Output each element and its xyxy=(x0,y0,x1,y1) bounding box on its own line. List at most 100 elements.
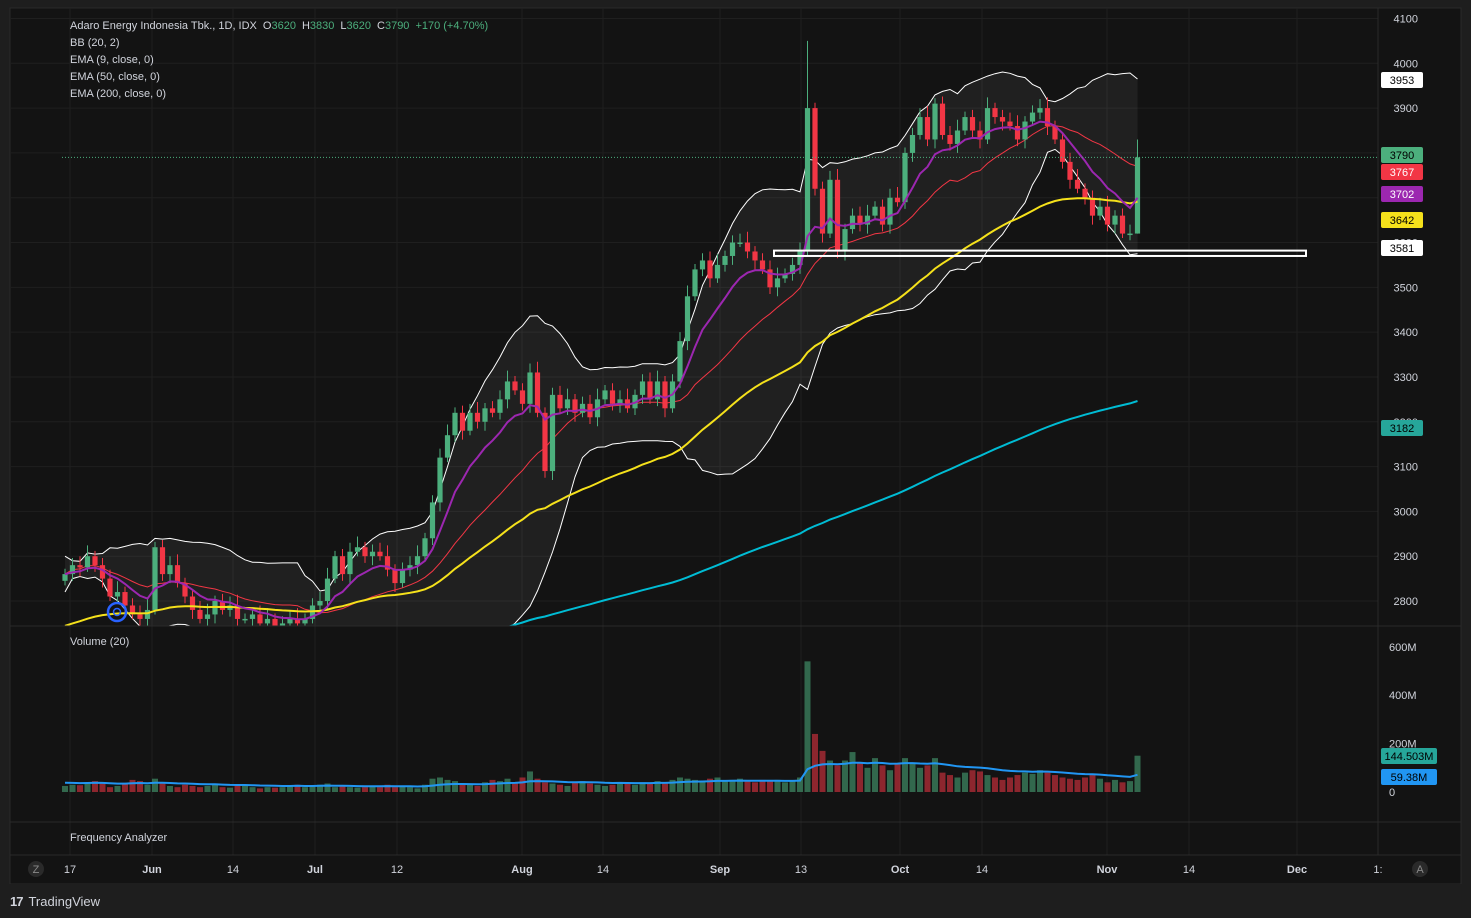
volume-bar[interactable] xyxy=(167,785,173,792)
candle[interactable] xyxy=(804,40,811,256)
candle[interactable] xyxy=(579,396,586,418)
volume-bar[interactable] xyxy=(159,782,166,792)
volume-bar[interactable] xyxy=(1104,782,1111,792)
volume-bar[interactable] xyxy=(212,784,218,792)
candle[interactable] xyxy=(332,550,338,584)
candle[interactable] xyxy=(864,204,871,234)
candle[interactable] xyxy=(159,540,166,581)
candle[interactable] xyxy=(737,233,743,248)
candle[interactable] xyxy=(197,601,203,624)
candle[interactable] xyxy=(602,385,608,404)
volume-bar[interactable] xyxy=(114,785,121,792)
candle[interactable] xyxy=(302,613,308,633)
volume-bar[interactable] xyxy=(549,783,556,792)
candle[interactable] xyxy=(414,545,421,575)
volume-bar[interactable] xyxy=(279,787,286,792)
candle[interactable] xyxy=(677,332,683,389)
candle[interactable] xyxy=(789,257,796,281)
candle[interactable] xyxy=(234,594,241,628)
tradingview-brand[interactable]: 17 TradingView xyxy=(10,894,100,909)
volume-bar[interactable] xyxy=(242,784,248,792)
volume-bar[interactable] xyxy=(1007,777,1013,792)
legend-ema50[interactable]: EMA (50, close, 0) xyxy=(70,71,160,83)
candle[interactable] xyxy=(1052,120,1058,144)
volume-bar[interactable] xyxy=(504,778,511,792)
volume-bar[interactable] xyxy=(467,784,473,792)
candle[interactable] xyxy=(189,589,196,619)
candle[interactable] xyxy=(1037,99,1043,120)
volume-bar[interactable] xyxy=(197,787,203,792)
candle[interactable] xyxy=(152,541,158,615)
volume-bar[interactable] xyxy=(609,784,616,792)
volume-bar[interactable] xyxy=(362,787,368,792)
candle[interactable] xyxy=(722,250,728,272)
candle[interactable] xyxy=(167,556,173,584)
candle[interactable] xyxy=(1119,208,1126,239)
zoom-reset-button[interactable] xyxy=(28,861,44,877)
volume-bar[interactable] xyxy=(797,777,803,792)
candle[interactable] xyxy=(954,119,961,153)
volume-bar[interactable] xyxy=(309,785,316,792)
volume-bar[interactable] xyxy=(834,765,841,792)
candle[interactable] xyxy=(1044,97,1051,135)
candle[interactable] xyxy=(1074,169,1081,194)
candle[interactable] xyxy=(429,495,436,545)
candle[interactable] xyxy=(1127,224,1133,241)
candle[interactable] xyxy=(257,605,263,632)
volume-bar[interactable] xyxy=(519,777,526,792)
volume-bar[interactable] xyxy=(324,783,331,792)
volume-bar[interactable] xyxy=(1082,777,1088,792)
candle[interactable] xyxy=(437,448,443,512)
volume-bar[interactable] xyxy=(654,781,661,792)
volume-bar[interactable] xyxy=(204,785,211,792)
candle[interactable] xyxy=(219,593,226,615)
volume-bar[interactable] xyxy=(107,787,113,792)
volume-bar[interactable] xyxy=(939,772,946,792)
volume-bar[interactable] xyxy=(452,781,458,792)
volume-bar[interactable] xyxy=(1119,782,1126,792)
candle[interactable] xyxy=(774,267,781,297)
volume-bar[interactable] xyxy=(1074,779,1081,792)
candle[interactable] xyxy=(482,402,488,431)
volume-bar[interactable] xyxy=(62,785,68,792)
volume-bars[interactable] xyxy=(62,661,1141,792)
frequency-analyzer-title[interactable]: Frequency Analyzer xyxy=(70,832,168,844)
candle[interactable] xyxy=(377,542,383,561)
volume-bar[interactable] xyxy=(684,778,691,792)
volume-bar[interactable] xyxy=(129,779,136,792)
volume-bar[interactable] xyxy=(1089,775,1096,792)
candle[interactable] xyxy=(444,424,451,463)
volume-pane-title[interactable]: Volume (20) xyxy=(70,636,129,648)
volume-bar[interactable] xyxy=(77,785,83,792)
volume-bar[interactable] xyxy=(339,785,346,792)
candle[interactable] xyxy=(782,268,788,283)
volume-bar[interactable] xyxy=(354,787,361,792)
candle[interactable] xyxy=(827,170,833,239)
volume-bar[interactable] xyxy=(1022,772,1028,792)
event-marker-icon[interactable] xyxy=(106,601,128,623)
volume-bar[interactable] xyxy=(579,781,586,792)
volume-bar[interactable] xyxy=(99,783,106,792)
volume-bar[interactable] xyxy=(272,787,278,792)
volume-bar[interactable] xyxy=(864,767,871,792)
candle[interactable] xyxy=(887,188,893,234)
legend-ema9[interactable]: EMA (9, close, 0) xyxy=(70,54,154,66)
volume-bar[interactable] xyxy=(909,762,916,792)
candle[interactable] xyxy=(977,121,983,149)
candle[interactable] xyxy=(872,201,878,221)
volume-bar[interactable] xyxy=(474,785,481,792)
candle[interactable] xyxy=(399,562,406,588)
candle[interactable] xyxy=(1022,116,1028,149)
candle[interactable] xyxy=(947,126,953,151)
volume-bar[interactable] xyxy=(257,788,263,792)
candle[interactable] xyxy=(857,206,863,232)
candle[interactable] xyxy=(1112,210,1118,234)
volume-bar[interactable] xyxy=(774,779,781,792)
candle[interactable] xyxy=(654,370,661,407)
volume-bar[interactable] xyxy=(924,765,931,792)
volume-bar[interactable] xyxy=(662,782,668,792)
volume-bar[interactable] xyxy=(624,783,631,792)
volume-bar[interactable] xyxy=(444,779,451,792)
volume-bar[interactable] xyxy=(407,787,413,792)
